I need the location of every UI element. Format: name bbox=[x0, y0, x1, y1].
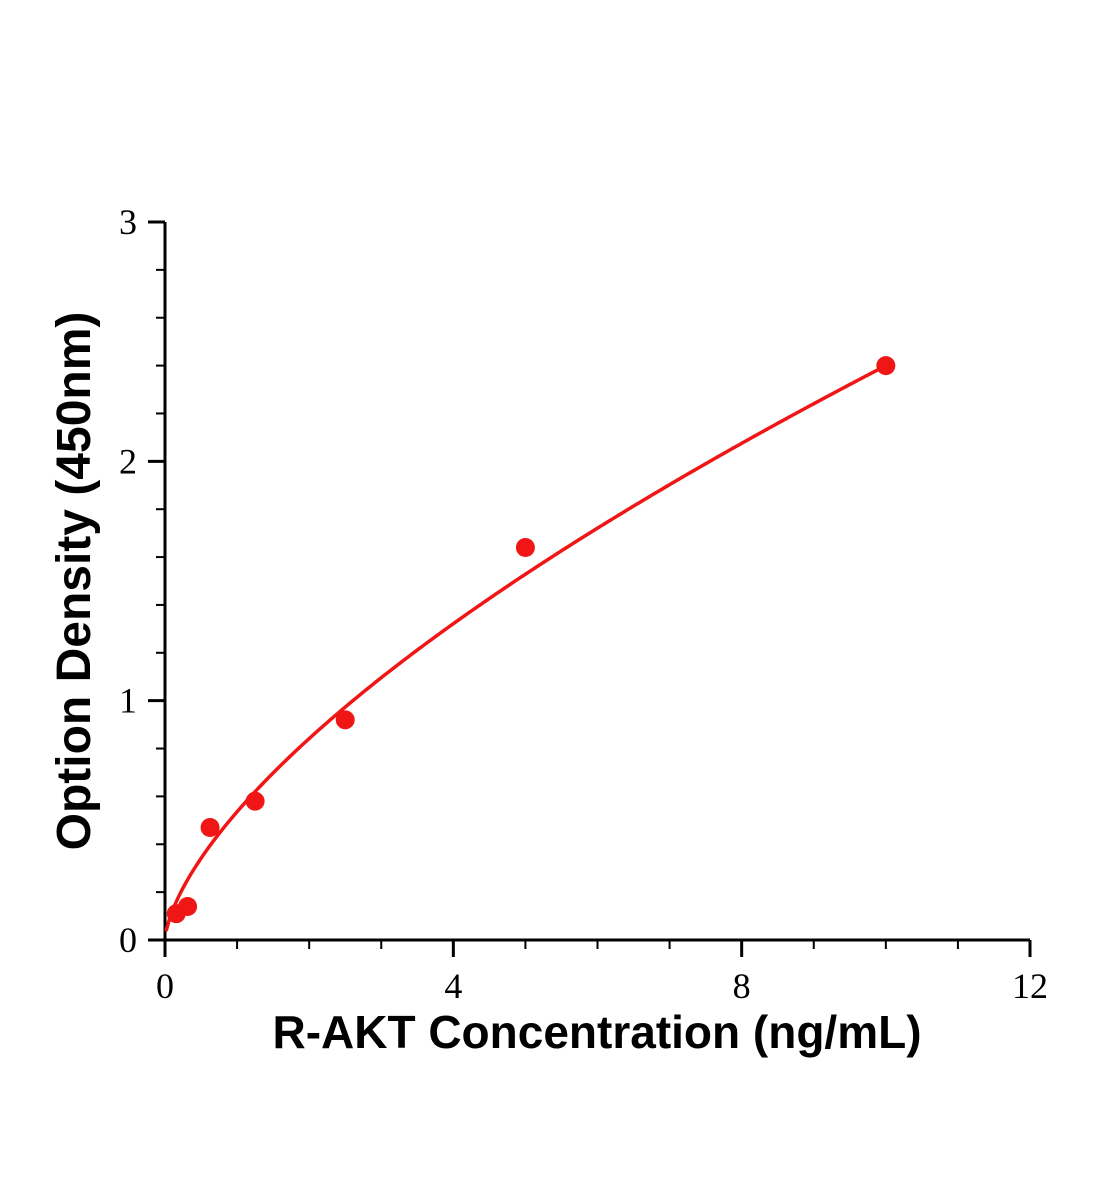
fit-curve-line bbox=[164, 363, 888, 932]
x-tick-label: 0 bbox=[156, 966, 174, 1006]
y-tick-label: 3 bbox=[119, 202, 137, 242]
y-tick-label: 1 bbox=[119, 681, 137, 721]
data-point bbox=[200, 818, 220, 838]
data-point bbox=[515, 537, 535, 557]
x-tick-label: 8 bbox=[733, 966, 751, 1006]
x-tick-label: 4 bbox=[444, 966, 462, 1006]
data-point bbox=[178, 896, 198, 916]
x-axis-title: R-AKT Concentration (ng/mL) bbox=[272, 1006, 921, 1058]
data-point bbox=[876, 356, 896, 376]
data-point bbox=[335, 710, 355, 730]
data-point bbox=[245, 791, 265, 811]
y-tick-label: 2 bbox=[119, 441, 137, 481]
x-tick-label: 12 bbox=[1012, 966, 1048, 1006]
y-axis-title: Option Density (450nm) bbox=[48, 312, 101, 851]
y-tick-label: 0 bbox=[119, 920, 137, 960]
